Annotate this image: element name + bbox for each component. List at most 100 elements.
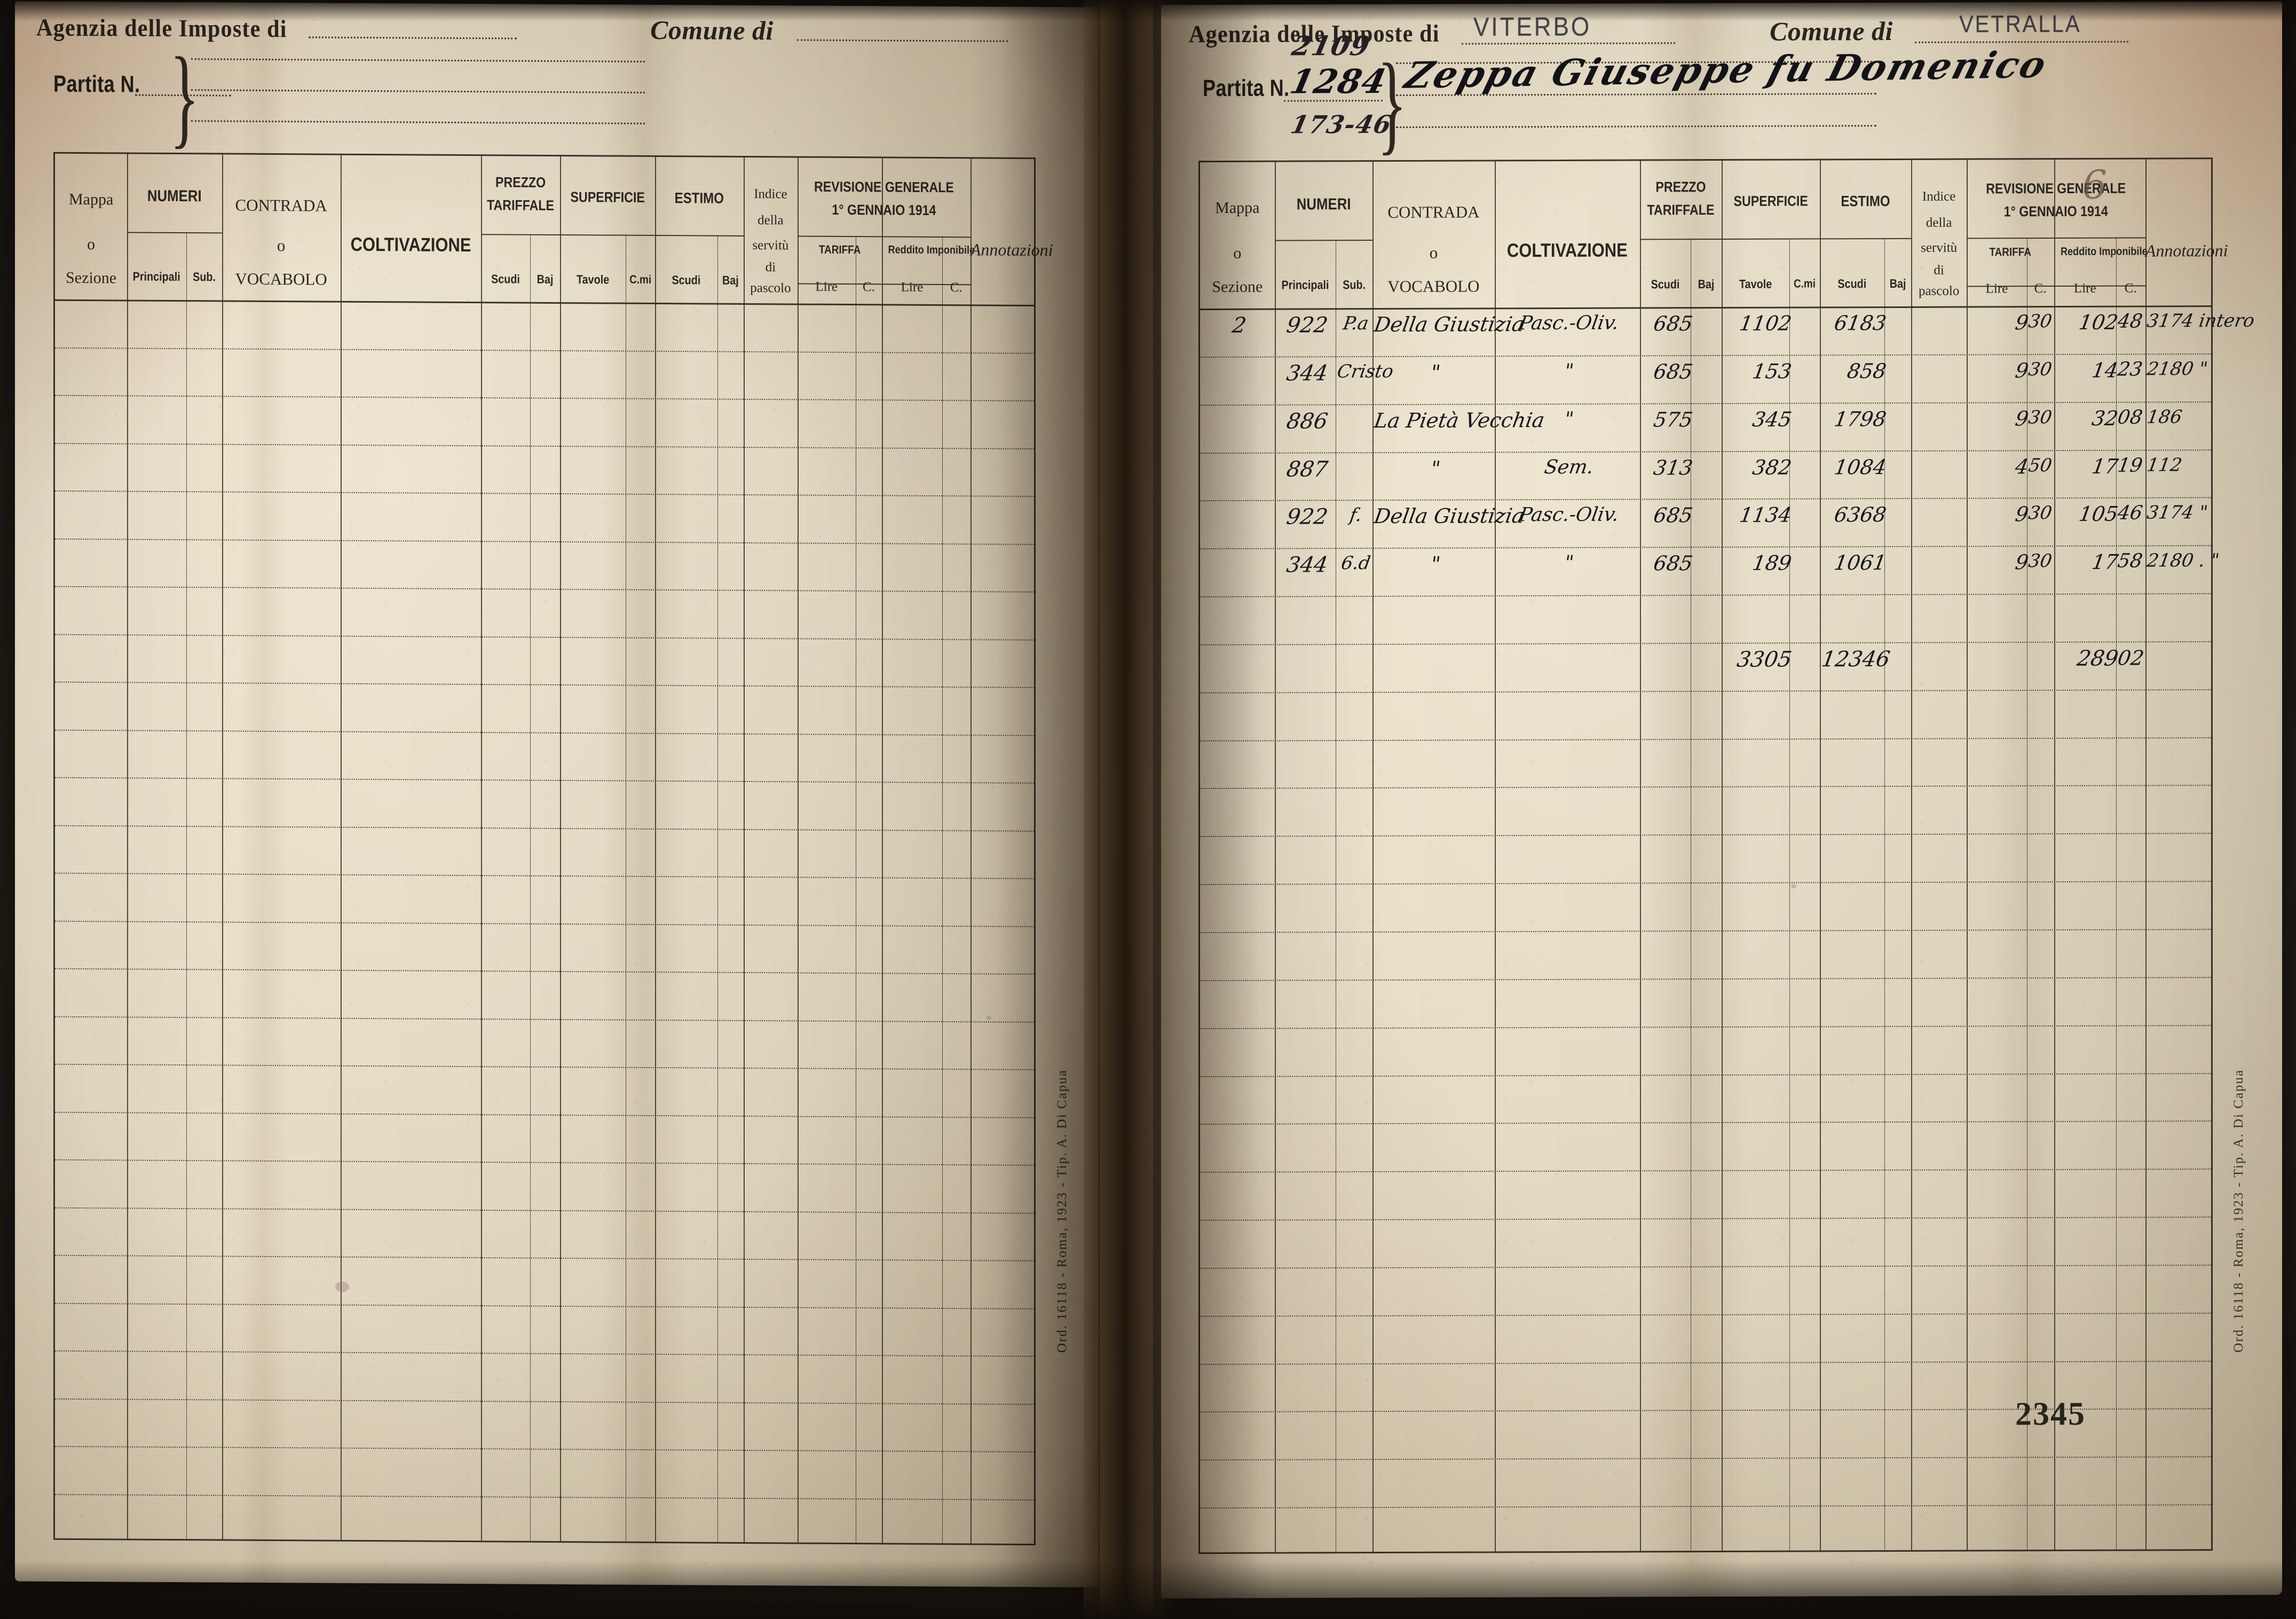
cell-contrada[interactable]: Della Giustizia (1372, 312, 1526, 337)
cell-reddito-lire[interactable]: 17 (2090, 454, 2120, 478)
col-header-annotazioni: Annotazioni (970, 240, 1053, 260)
cell-coltivazione[interactable]: Sem. (1543, 456, 1596, 478)
col-header-indice: Indice (754, 186, 787, 202)
cell-numero-principale[interactable]: 344 (1284, 552, 1330, 578)
cell-reddito-lire[interactable]: 14 (2090, 358, 2120, 382)
cell-tariffa-c[interactable]: 30 (2026, 406, 2054, 428)
cell-numero-sub[interactable]: Cristo (1335, 360, 1395, 383)
cell-reddito-c[interactable]: 58 (2116, 550, 2144, 572)
cell-annotazioni[interactable]: 3174 intero (2145, 310, 2256, 332)
right-intestatario[interactable]: Zeppa Giuseppe fu Domenico (1400, 43, 2053, 97)
cell-annotazioni[interactable]: 2180 . " (2145, 550, 2221, 572)
cell-numero-sub[interactable]: f. (1348, 504, 1363, 526)
cell-prezzo-scudi[interactable]: 685 (1652, 312, 1694, 336)
cell-annotazioni[interactable]: 112 (2145, 454, 2184, 476)
table-column-rule (1721, 160, 1723, 1551)
cell-prezzo-scudi[interactable]: 685 (1652, 503, 1694, 527)
cell-numero-principale[interactable]: 887 (1284, 456, 1330, 482)
cell-annotazioni[interactable]: 3174 " (2145, 502, 2210, 524)
cell-numero-principale[interactable]: 344 (1284, 361, 1330, 386)
cell-superficie-tavole[interactable]: 345 (1750, 407, 1793, 431)
right-partita-label: Partita N. (1203, 75, 1290, 102)
cell-coltivazione[interactable]: " (1563, 408, 1575, 430)
col-header-superficie-group: SUPERFICIE (1733, 193, 1808, 210)
table-row-rule (55, 1446, 1034, 1452)
table-column-rule (530, 234, 531, 1541)
cell-reddito-lire[interactable]: 102 (2077, 310, 2120, 334)
cell-estimo-scudi[interactable]: 6183 (1832, 311, 1888, 335)
cell-contrada[interactable]: " (1429, 360, 1442, 384)
right-comune-value[interactable]: VETRALLA (1959, 11, 2081, 38)
cell-mappa-sezione[interactable]: 2 (1230, 313, 1248, 338)
cell-numero-principale[interactable]: 922 (1284, 313, 1330, 338)
cell-tariffa-c[interactable]: 30 (2026, 311, 2054, 333)
left-comune-value[interactable] (805, 9, 1008, 40)
cell-tariffa-c[interactable]: 30 (2026, 502, 2054, 524)
table-row-rule (1200, 1504, 2211, 1509)
cell-superficie-tavole[interactable]: 153 (1750, 359, 1793, 383)
cell-tariffa-c[interactable]: 30 (2026, 358, 2054, 381)
cell-contrada[interactable]: Della Giustizia (1372, 504, 1526, 528)
cell-reddito-lire[interactable]: 32 (2090, 406, 2120, 430)
cell-coltivazione[interactable]: " (1563, 552, 1575, 574)
col-header-contrada: o (277, 236, 286, 255)
cell-reddito-c[interactable]: 48 (2116, 310, 2144, 333)
cell-reddito-c[interactable]: 23 (2116, 358, 2144, 381)
cell-prezzo-scudi[interactable]: 685 (1652, 360, 1694, 384)
cell-coltivazione[interactable]: " (1563, 360, 1575, 382)
cell-coltivazione[interactable]: Pasc.-Oliv. (1517, 504, 1621, 526)
cell-numero-sub[interactable]: 6.d (1339, 552, 1372, 574)
table-row-rule (55, 825, 1034, 832)
total-superficie-tavole[interactable]: 3305 (1735, 647, 1794, 672)
cell-tariffa-lire[interactable]: 9 (2014, 359, 2031, 383)
cell-superficie-tavole[interactable]: 1102 (1738, 311, 1793, 335)
cell-tariffa-lire[interactable]: 9 (2014, 502, 2031, 526)
right-partita-above[interactable]: 2109 (1289, 30, 1374, 62)
cell-numero-principale[interactable]: 922 (1284, 504, 1330, 530)
cell-reddito-lire[interactable]: 17 (2090, 550, 2120, 574)
cell-estimo-scudi[interactable]: 1798 (1832, 407, 1888, 431)
cell-superficie-tavole[interactable]: 382 (1750, 455, 1793, 479)
table-group-rule (1967, 237, 2145, 239)
cell-prezzo-scudi[interactable]: 575 (1652, 407, 1694, 432)
total-reddito-lire[interactable]: 289 (2075, 646, 2120, 671)
left-agenzia-value[interactable] (314, 6, 517, 37)
cell-tariffa-lire[interactable]: 9 (2014, 311, 2031, 335)
cell-estimo-scudi[interactable]: 858 (1845, 359, 1888, 383)
col-header-reddito: Reddito Imponibile (2060, 244, 2148, 258)
cell-annotazioni[interactable]: 186 (2145, 406, 2184, 428)
total-reddito-c[interactable]: 02 (2116, 646, 2146, 670)
table-row-rule (55, 920, 1034, 927)
cell-numero-sub[interactable]: P.a (1341, 313, 1370, 335)
cell-reddito-c[interactable]: 46 (2116, 502, 2144, 525)
cell-contrada[interactable]: " (1429, 456, 1442, 480)
col-header-prezzo-l2: TARIFFALE (1647, 202, 1715, 218)
cell-superficie-tavole[interactable]: 1134 (1738, 503, 1793, 527)
total-estimo-scudi[interactable]: 12346 (1819, 646, 1892, 672)
cell-contrada[interactable]: " (1429, 552, 1442, 576)
table-row-rule (55, 1111, 1034, 1118)
right-partita-value[interactable]: 1284 (1287, 61, 1391, 101)
cell-tariffa-c[interactable]: 50 (2026, 454, 2054, 476)
cell-numero-principale[interactable]: 886 (1284, 409, 1330, 434)
cell-annotazioni[interactable]: 2180 " (2145, 358, 2210, 380)
right-agenzia-value[interactable]: VITERBO (1473, 12, 1592, 42)
cell-prezzo-scudi[interactable]: 313 (1652, 455, 1694, 479)
col-header-numeri-sub: Sub. (192, 270, 216, 284)
cell-estimo-scudi[interactable]: 1061 (1832, 551, 1888, 575)
cell-tariffa-lire[interactable]: 9 (2014, 406, 2031, 430)
table-row-rule (55, 443, 1034, 449)
cell-reddito-lire[interactable]: 105 (2077, 502, 2120, 526)
cell-tariffa-lire[interactable]: 9 (2014, 550, 2031, 574)
cell-estimo-scudi[interactable]: 1084 (1832, 455, 1888, 479)
cell-tariffa-lire[interactable]: 4 (2014, 454, 2031, 478)
cell-coltivazione[interactable]: Pasc.-Oliv. (1517, 312, 1621, 335)
cell-contrada[interactable]: La Pietà Vecchia (1372, 408, 1547, 432)
cell-reddito-c[interactable]: 08 (2116, 406, 2144, 429)
cell-tariffa-c[interactable]: 30 (2026, 550, 2054, 572)
cell-reddito-c[interactable]: 19 (2116, 454, 2144, 477)
table-column-rule (655, 157, 657, 1542)
cell-prezzo-scudi[interactable]: 685 (1652, 551, 1694, 575)
cell-estimo-scudi[interactable]: 6368 (1832, 503, 1888, 527)
cell-superficie-tavole[interactable]: 189 (1750, 551, 1793, 575)
